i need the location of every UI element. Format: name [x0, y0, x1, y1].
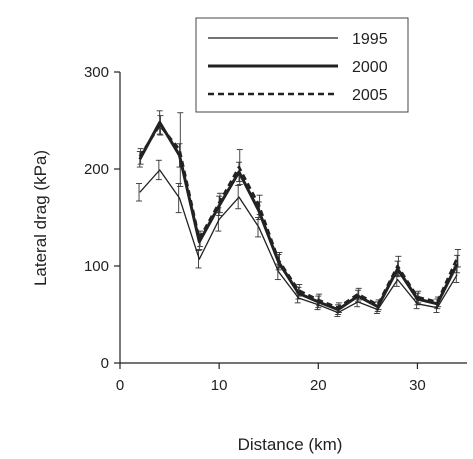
x-axis-title: Distance (km)	[238, 435, 343, 454]
series-line-2005	[138, 124, 459, 310]
error-bar-2005-6	[177, 112, 184, 187]
error-bar-1995-6	[175, 183, 182, 214]
series-lines	[138, 120, 459, 314]
x-tick-label-10: 10	[211, 377, 228, 394]
series-line-1995	[139, 169, 458, 314]
y-axis-title: Lateral drag (kPa)	[31, 150, 50, 286]
error-bar-1995-14	[255, 217, 261, 238]
x-tick-label-20: 20	[310, 377, 327, 394]
x-tick-label-0: 0	[116, 377, 124, 394]
error-bar-1995-8	[195, 250, 202, 269]
series-line-2000	[138, 120, 459, 312]
legend: 1995 2000 2005	[195, 17, 409, 113]
y-tick-label-200: 200	[84, 161, 109, 178]
y-tick-label-300: 300	[84, 64, 109, 81]
y-tick-label-0: 0	[101, 355, 109, 372]
legend-label-1995: 1995	[352, 31, 388, 48]
error-bar-1995-2	[136, 183, 143, 202]
legend-label-2000: 2000	[352, 59, 388, 76]
y-tick-label-100: 100	[84, 258, 109, 275]
x-tick-label-30: 30	[409, 377, 426, 394]
legend-label-2005: 2005	[352, 87, 388, 104]
error-bar-2000-34	[454, 254, 461, 274]
